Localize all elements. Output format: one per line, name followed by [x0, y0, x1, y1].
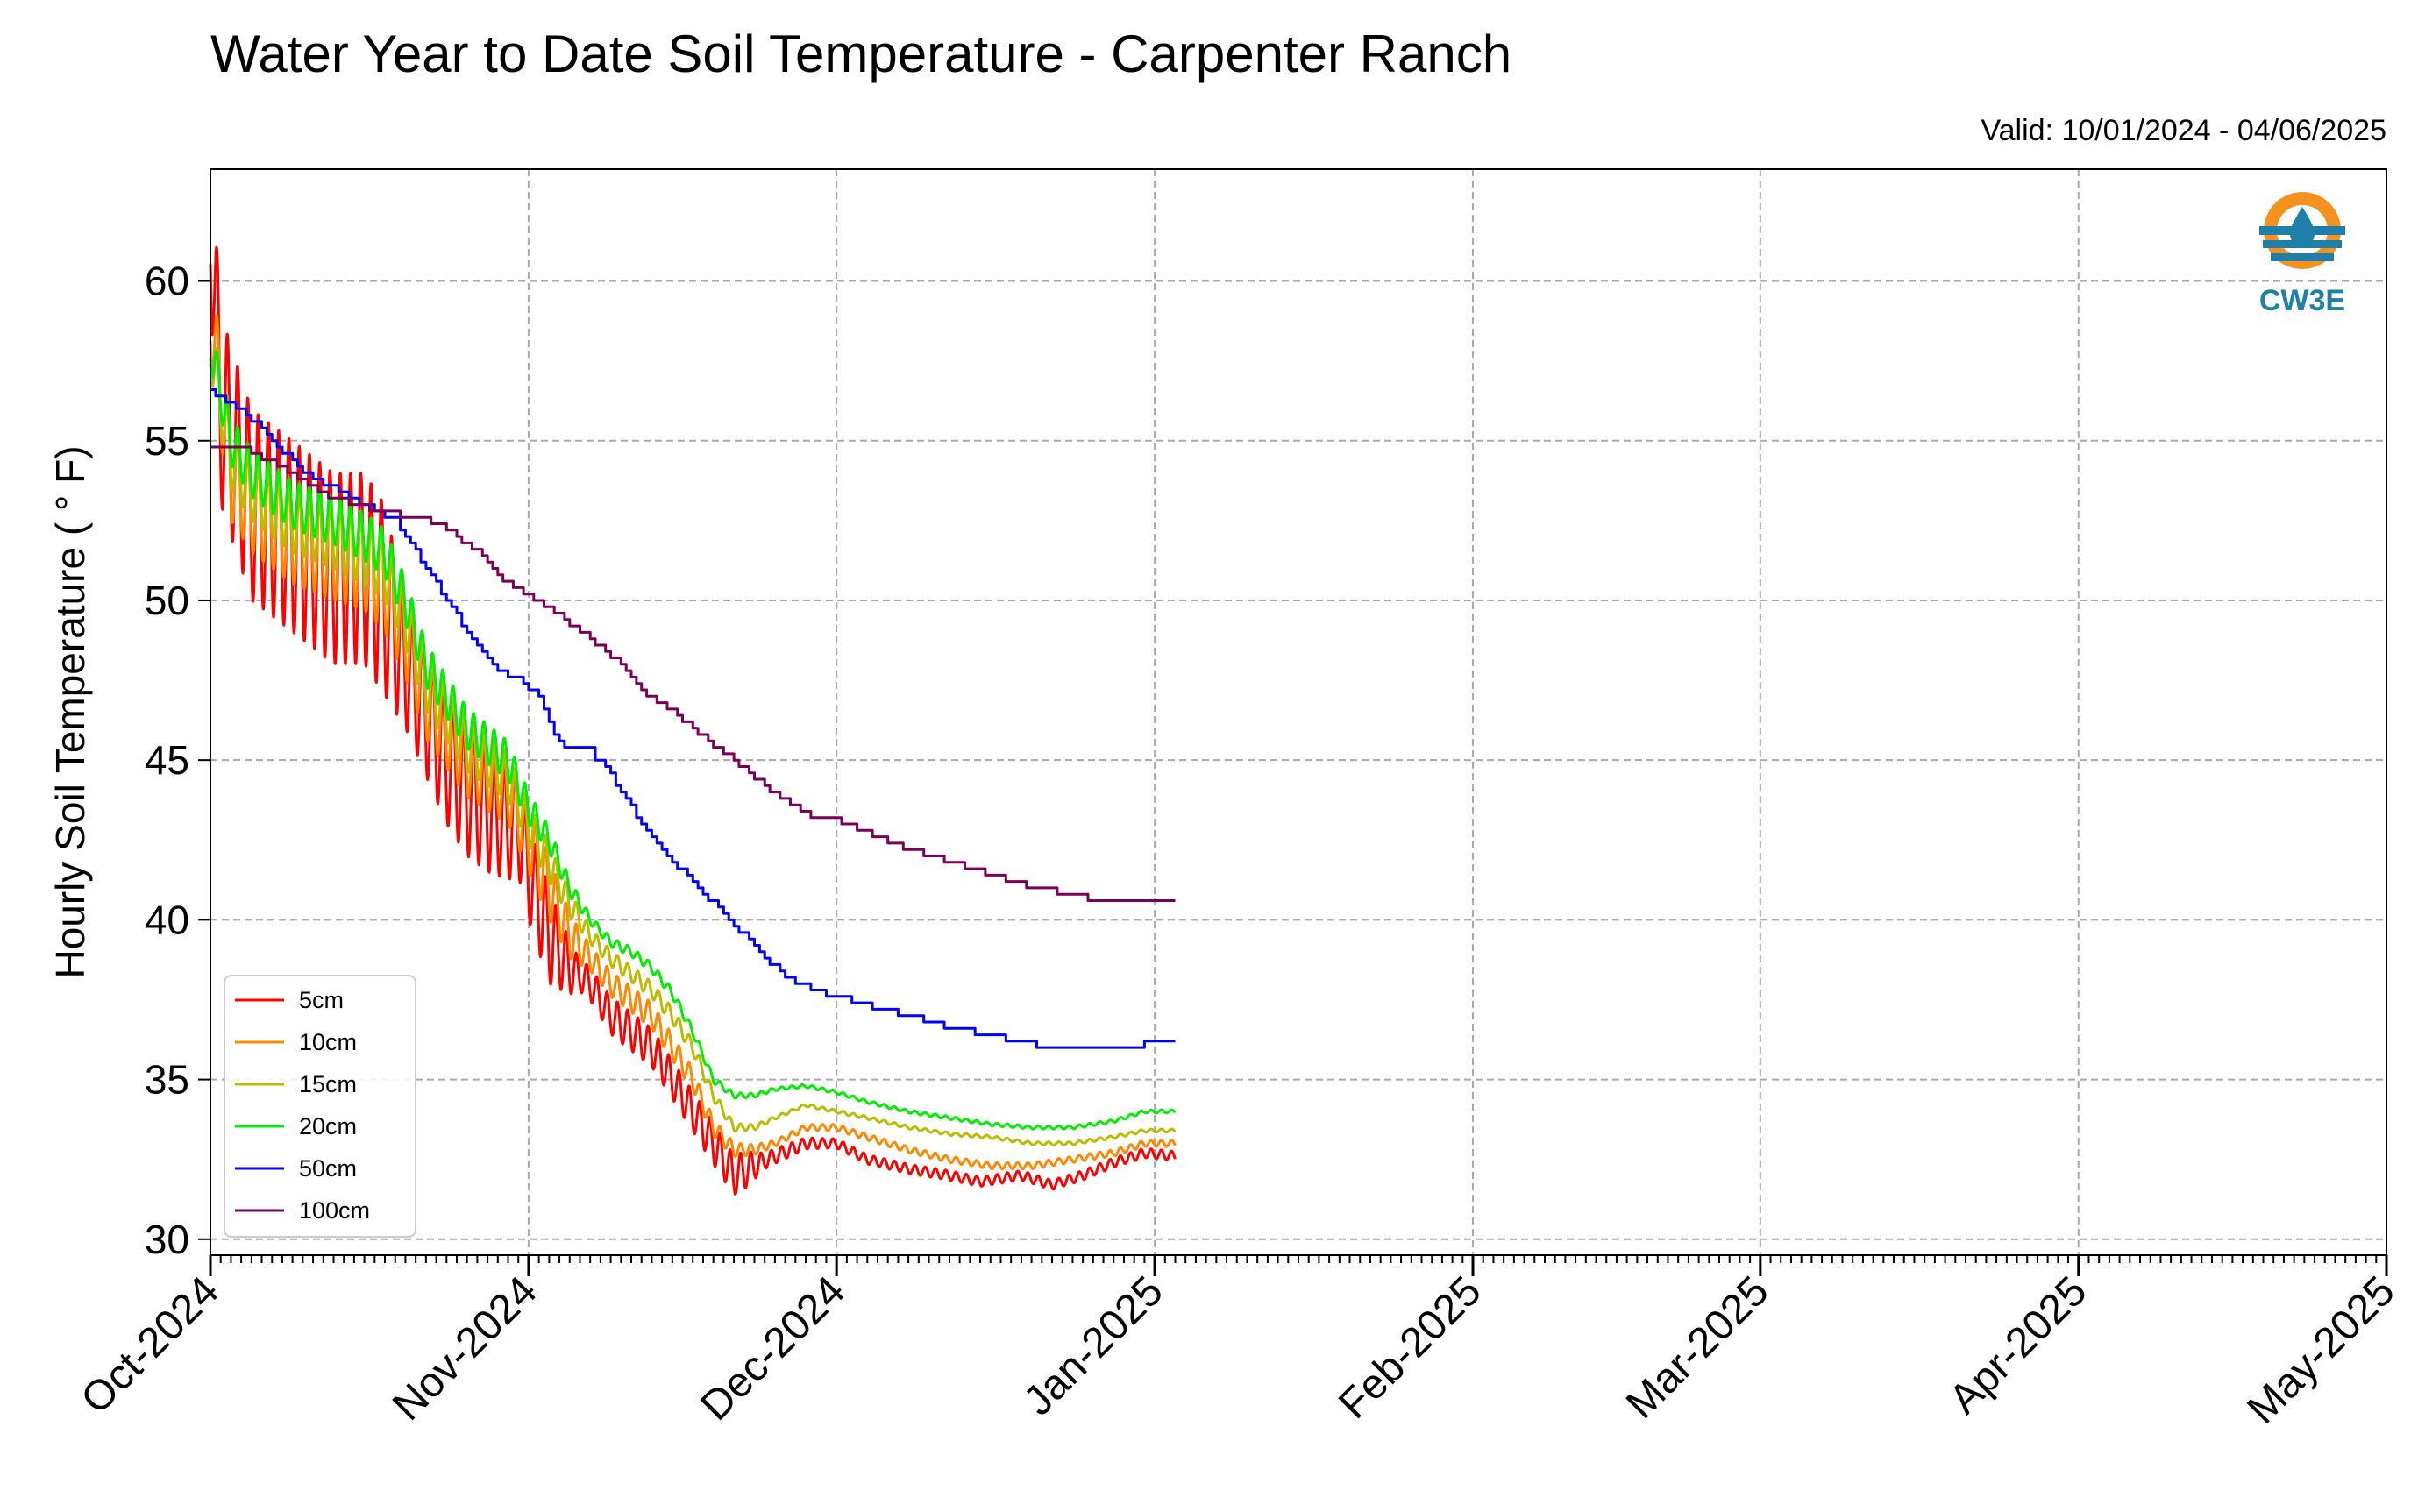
- legend-label-15cm: 15cm: [299, 1071, 357, 1097]
- x-tick-label: Jan-2025: [1015, 1267, 1172, 1424]
- grid-lines: [210, 169, 2387, 1255]
- x-tick-label: Apr-2025: [1940, 1267, 2095, 1423]
- x-tick-label: Mar-2025: [1618, 1267, 1778, 1428]
- legend-label-10cm: 10cm: [299, 1029, 357, 1055]
- series-line-100cm: [210, 445, 1176, 902]
- logo-text: CW3E: [2259, 284, 2345, 317]
- chart-subtitle: Valid: 10/01/2024 - 04/06/2025: [1981, 114, 2386, 147]
- series-line-5cm: [209, 245, 1177, 1196]
- series-line-20cm: [209, 349, 1177, 1131]
- cw3e-logo: CW3E: [2259, 192, 2345, 317]
- plot-frame: [210, 168, 2387, 1256]
- series-line-50cm: [210, 387, 1176, 1049]
- legend-label-100cm: 100cm: [299, 1197, 370, 1224]
- y-tick-label: 35: [145, 1057, 189, 1103]
- x-tick-label: Nov-2024: [384, 1267, 546, 1430]
- y-tick-label: 45: [145, 737, 189, 783]
- x-tick-label: Feb-2025: [1330, 1267, 1490, 1428]
- y-tick-label: 50: [145, 578, 189, 623]
- x-tick-label: May-2025: [2238, 1267, 2403, 1432]
- water-drop-icon: [2290, 207, 2315, 246]
- legend-label-5cm: 5cm: [299, 987, 344, 1013]
- chart-title: Water Year to Date Soil Temperature - Ca…: [210, 25, 1511, 83]
- axes: 30 35 40 45 50 55 60 Oct-2024 Nov-2024 Dec-2024 Ja…: [73, 259, 2404, 1433]
- series-lines: [209, 245, 1177, 1196]
- x-tick-label: Oct-2024: [73, 1267, 228, 1423]
- x-tick-label: Dec-2024: [692, 1267, 854, 1430]
- y-tick-label: 60: [145, 259, 189, 304]
- y-tick-label: 55: [145, 418, 189, 464]
- logo-wave-3: [2271, 253, 2334, 261]
- y-tick-label: 30: [145, 1217, 189, 1262]
- legend-label-50cm: 50cm: [299, 1155, 357, 1182]
- legend: 5cm 10cm 15cm 20cm 50cm 100cm: [224, 975, 416, 1238]
- y-axis-label: Hourly Soil Temperature ( ° F): [47, 445, 93, 978]
- legend-label-20cm: 20cm: [299, 1113, 357, 1139]
- y-tick-label: 40: [145, 897, 189, 942]
